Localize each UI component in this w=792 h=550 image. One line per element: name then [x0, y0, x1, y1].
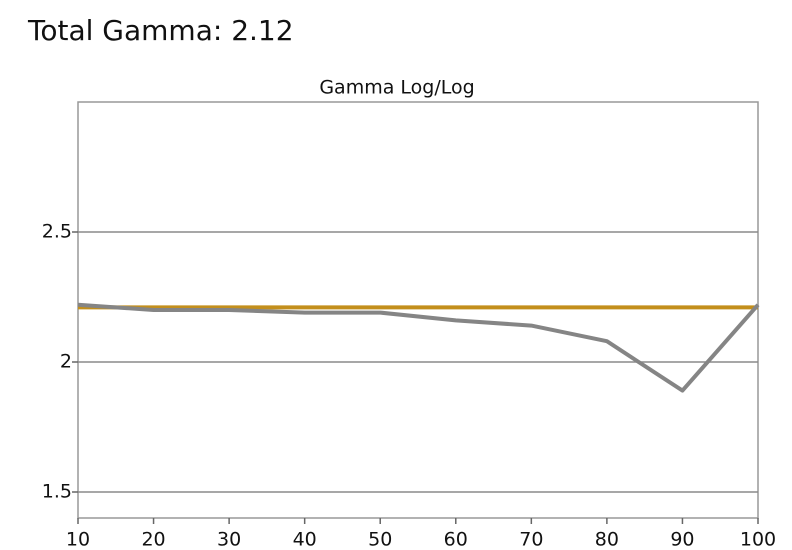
page-title: Total Gamma: 2.12	[27, 14, 294, 47]
x-tick-label: 70	[519, 529, 543, 550]
y-tick-label: 2	[60, 351, 72, 373]
y-tick-label: 1.5	[42, 481, 72, 503]
x-tick-label: 50	[368, 529, 392, 550]
x-tick-label: 40	[293, 529, 317, 550]
x-tick-label: 90	[670, 529, 694, 550]
chart-title: Gamma Log/Log	[319, 77, 474, 99]
x-tick-label: 100	[740, 529, 776, 550]
y-tick-label: 2.5	[42, 221, 72, 243]
plot-area	[77, 101, 759, 519]
x-tick-label: 20	[141, 529, 165, 550]
x-tick-label: 80	[595, 529, 619, 550]
x-tick-label: 60	[444, 529, 468, 550]
x-tick-label: 30	[217, 529, 241, 550]
series-line	[77, 302, 760, 393]
x-tick-label: 10	[66, 529, 90, 550]
